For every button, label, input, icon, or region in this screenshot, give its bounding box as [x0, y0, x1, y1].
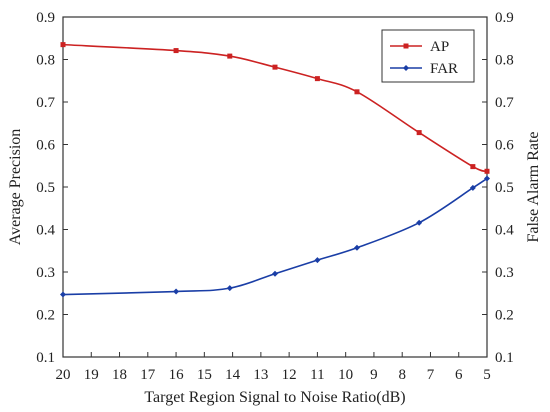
- data-point-far: [484, 175, 490, 182]
- data-point-far: [173, 288, 180, 295]
- y2-tick-label: 0.2: [495, 308, 514, 324]
- x-tick-label: 6: [455, 367, 463, 383]
- x-tick-label: 13: [253, 367, 268, 383]
- y2-tick-label: 0.5: [495, 180, 514, 196]
- data-point-far: [353, 244, 360, 251]
- y2-tick-label: 0.3: [495, 265, 514, 281]
- data-point-far: [469, 184, 476, 191]
- y2-axis-title: False Alarm Rate: [525, 131, 542, 242]
- data-point-ap: [60, 42, 66, 48]
- data-point-far: [226, 285, 233, 292]
- data-point-far: [416, 219, 423, 226]
- x-tick-label: 15: [197, 367, 212, 383]
- y-tick-label: 0.6: [36, 138, 55, 154]
- legend-marker-far: [403, 65, 409, 71]
- x-tick-label: 10: [338, 367, 353, 383]
- data-point-ap: [484, 168, 490, 174]
- y-tick-label: 0.9: [36, 10, 55, 26]
- legend-marker-ap: [403, 43, 409, 49]
- data-point-ap: [354, 89, 360, 95]
- legend-label-ap: AP: [430, 39, 449, 55]
- y-tick-label: 0.8: [36, 53, 55, 69]
- y-axis-title: Average Precision: [7, 129, 24, 246]
- y-tick-label: 0.2: [36, 308, 55, 324]
- y2-tick-label: 0.4: [495, 223, 514, 239]
- data-point-ap: [227, 53, 233, 59]
- x-tick-label: 20: [56, 367, 71, 383]
- x-tick-label: 14: [225, 367, 241, 383]
- legend: AP FAR: [381, 29, 475, 83]
- y-tick-label: 0.5: [36, 180, 55, 196]
- y-tick-label: 0.7: [36, 95, 55, 111]
- legend-label-far: FAR: [430, 61, 458, 77]
- y-tick-label: 0.3: [36, 265, 55, 281]
- data-point-ap: [272, 64, 278, 70]
- data-point-far: [314, 257, 321, 264]
- data-point-far: [60, 291, 66, 298]
- y2-tick-label: 0.1: [495, 350, 514, 366]
- ticks-layer: 20 19 18 17 16 15 14 13 12 11 10 9 8 7 6 50.10.20.30.40…: [36, 10, 514, 383]
- y-tick-label: 0.1: [36, 350, 55, 366]
- series-layer: [60, 42, 490, 298]
- x-tick-label: 17: [140, 367, 156, 383]
- x-tick-label: 8: [398, 367, 406, 383]
- x-tick-label: 18: [112, 367, 127, 383]
- x-tick-label: 9: [370, 367, 378, 383]
- x-tick-label: 5: [483, 367, 491, 383]
- x-axis-title: Target Region Signal to Noise Ratio(dB): [144, 389, 405, 406]
- x-tick-label: 16: [169, 367, 185, 383]
- legend-box: [381, 29, 475, 83]
- data-point-ap: [173, 48, 179, 54]
- y-tick-label: 0.4: [36, 223, 55, 239]
- data-point-ap: [314, 76, 320, 82]
- y2-tick-label: 0.8: [495, 53, 514, 69]
- y2-tick-label: 0.6: [495, 138, 514, 154]
- x-tick-label: 19: [84, 367, 99, 383]
- x-tick-label: 11: [310, 367, 324, 383]
- y2-tick-label: 0.9: [495, 10, 514, 26]
- data-point-ap: [416, 130, 422, 136]
- data-point-ap: [470, 164, 476, 170]
- x-tick-label: 12: [282, 367, 297, 383]
- x-tick-label: 7: [427, 367, 435, 383]
- y2-tick-label: 0.7: [495, 95, 514, 111]
- data-point-far: [272, 270, 278, 277]
